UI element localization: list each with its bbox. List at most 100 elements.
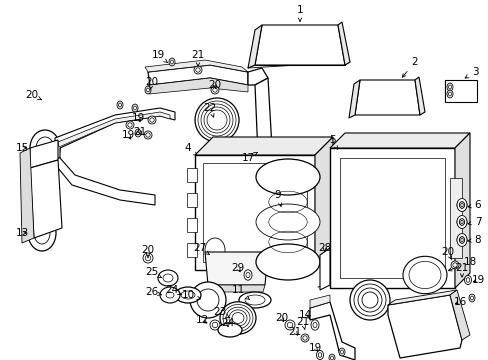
- Ellipse shape: [316, 350, 323, 360]
- Polygon shape: [205, 285, 264, 292]
- Text: 26: 26: [145, 287, 161, 297]
- Ellipse shape: [136, 131, 139, 135]
- Ellipse shape: [204, 238, 224, 262]
- Text: 4: 4: [184, 143, 197, 156]
- Polygon shape: [449, 290, 469, 340]
- Ellipse shape: [456, 200, 466, 210]
- Ellipse shape: [286, 322, 292, 328]
- Ellipse shape: [145, 133, 150, 137]
- Ellipse shape: [456, 216, 466, 229]
- Ellipse shape: [142, 253, 153, 263]
- Ellipse shape: [458, 202, 464, 208]
- Text: 25: 25: [145, 267, 161, 278]
- Ellipse shape: [256, 204, 319, 240]
- Ellipse shape: [145, 255, 150, 261]
- Ellipse shape: [312, 323, 316, 328]
- Text: 19: 19: [131, 113, 144, 123]
- Ellipse shape: [195, 98, 239, 142]
- Text: 24: 24: [165, 285, 181, 295]
- Ellipse shape: [212, 88, 217, 92]
- Ellipse shape: [402, 256, 446, 294]
- Text: 5: 5: [328, 135, 337, 149]
- Ellipse shape: [447, 92, 450, 96]
- Ellipse shape: [459, 219, 464, 225]
- Ellipse shape: [460, 238, 462, 242]
- Text: 20: 20: [145, 77, 158, 90]
- Ellipse shape: [146, 88, 149, 92]
- Ellipse shape: [458, 237, 464, 243]
- Polygon shape: [58, 112, 170, 147]
- Ellipse shape: [446, 83, 452, 91]
- Polygon shape: [329, 148, 454, 288]
- Text: 21: 21: [288, 327, 301, 337]
- Polygon shape: [20, 148, 34, 243]
- Ellipse shape: [143, 131, 152, 139]
- Text: 29: 29: [231, 263, 244, 273]
- Polygon shape: [30, 140, 58, 168]
- Bar: [186, 243, 197, 257]
- Text: 18: 18: [447, 257, 476, 271]
- Ellipse shape: [447, 85, 450, 89]
- Ellipse shape: [127, 123, 132, 127]
- Bar: [203, 163, 306, 262]
- Ellipse shape: [256, 159, 319, 195]
- Bar: [186, 168, 197, 182]
- Text: 23: 23: [213, 307, 229, 318]
- Ellipse shape: [160, 287, 180, 303]
- Ellipse shape: [165, 292, 174, 298]
- Text: 13: 13: [15, 228, 29, 238]
- Ellipse shape: [338, 348, 345, 356]
- Polygon shape: [148, 78, 247, 94]
- Polygon shape: [454, 133, 469, 288]
- Ellipse shape: [456, 217, 466, 227]
- Ellipse shape: [175, 287, 201, 303]
- Text: 16: 16: [452, 297, 466, 307]
- Ellipse shape: [163, 274, 173, 282]
- Text: 28: 28: [318, 243, 331, 253]
- Ellipse shape: [239, 292, 270, 308]
- Polygon shape: [30, 160, 62, 238]
- Polygon shape: [204, 252, 267, 285]
- Text: 10: 10: [181, 290, 200, 300]
- Polygon shape: [148, 65, 247, 85]
- Polygon shape: [337, 22, 349, 65]
- Ellipse shape: [170, 60, 173, 64]
- Text: 20: 20: [208, 80, 221, 90]
- Text: 20: 20: [141, 245, 154, 258]
- Polygon shape: [247, 68, 267, 85]
- Ellipse shape: [256, 244, 319, 280]
- Ellipse shape: [210, 86, 219, 94]
- Text: 9: 9: [274, 190, 281, 206]
- Polygon shape: [254, 78, 271, 155]
- Ellipse shape: [209, 320, 220, 330]
- Ellipse shape: [349, 280, 389, 320]
- Ellipse shape: [149, 118, 154, 122]
- Polygon shape: [329, 133, 469, 148]
- Polygon shape: [348, 80, 359, 118]
- Ellipse shape: [301, 334, 308, 342]
- Text: 24: 24: [221, 318, 234, 328]
- Text: 22: 22: [203, 103, 216, 117]
- Polygon shape: [314, 137, 332, 270]
- Ellipse shape: [469, 296, 472, 300]
- Ellipse shape: [302, 336, 306, 340]
- Ellipse shape: [310, 320, 318, 330]
- Polygon shape: [55, 108, 175, 158]
- Ellipse shape: [190, 282, 225, 318]
- Text: 19: 19: [121, 130, 134, 140]
- Ellipse shape: [34, 222, 50, 244]
- Ellipse shape: [133, 106, 136, 110]
- Ellipse shape: [460, 220, 462, 224]
- Text: 21: 21: [454, 263, 468, 277]
- Bar: [449, 178, 461, 258]
- Polygon shape: [254, 25, 345, 65]
- Ellipse shape: [328, 354, 334, 360]
- Ellipse shape: [244, 295, 264, 305]
- Ellipse shape: [244, 270, 251, 280]
- Bar: [339, 158, 444, 278]
- Text: 19: 19: [151, 50, 167, 63]
- Text: 11: 11: [231, 285, 249, 300]
- Text: 20: 20: [441, 247, 454, 260]
- Text: 19: 19: [470, 275, 484, 285]
- Bar: [186, 218, 197, 232]
